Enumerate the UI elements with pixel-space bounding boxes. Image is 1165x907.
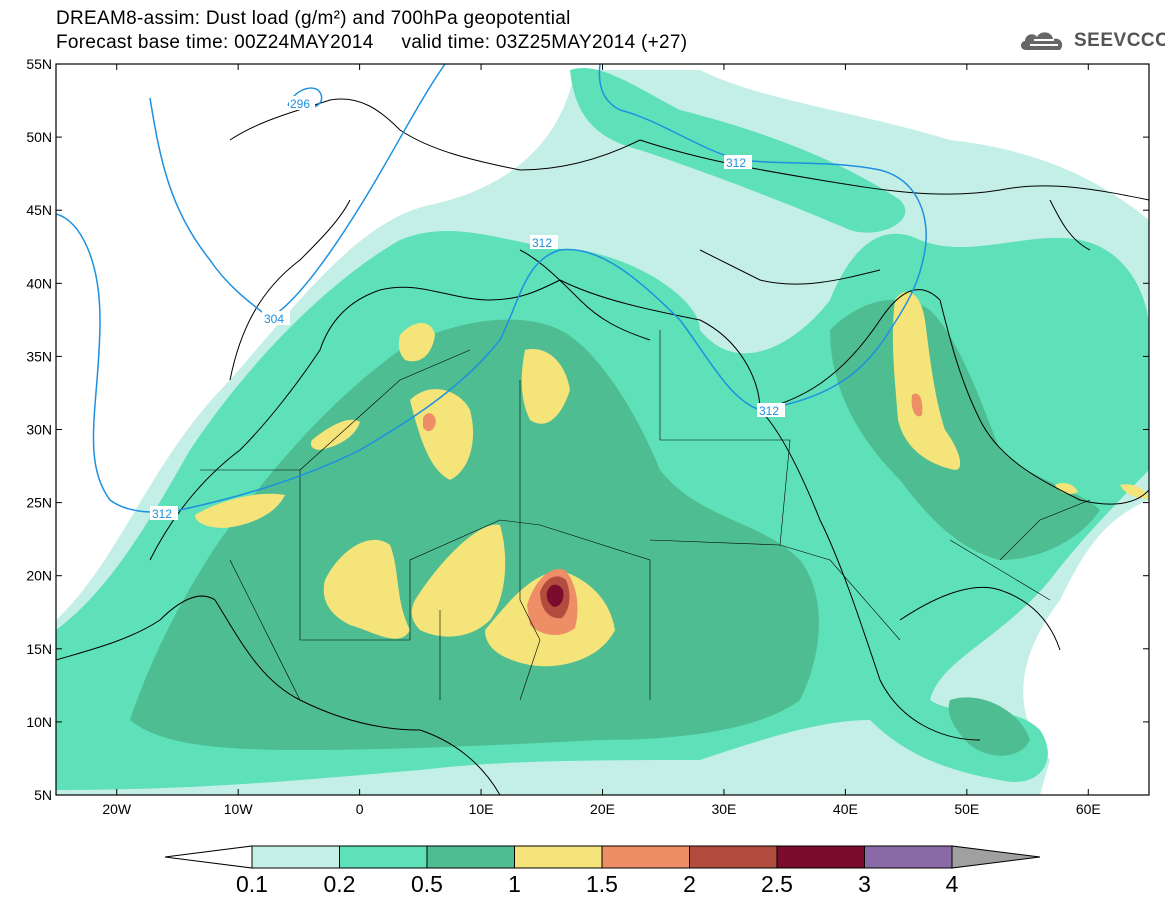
contour-label-312-ukraine: 312 — [726, 156, 746, 170]
colorbar-tick-label: 0.1 — [236, 871, 268, 897]
dust-level-1-5-c — [911, 393, 923, 417]
colorbar-swatch — [514, 845, 603, 869]
colorbar-tick-label: 0.5 — [411, 871, 443, 897]
dust-level-1-f — [398, 322, 435, 362]
country-borders — [200, 330, 1091, 701]
lon-label: 50E — [954, 801, 979, 817]
lat-label: 20N — [26, 568, 52, 584]
colorbar-swatch — [689, 845, 778, 869]
lat-label: 15N — [26, 641, 52, 657]
lon-label: 20W — [102, 801, 132, 817]
title-line-1: DREAM8-assim: Dust load (g/m²) and 700hP… — [56, 8, 571, 29]
contour-label-312-italy: 312 — [532, 236, 552, 250]
seevccc-logo: SEEVCCC — [1018, 26, 1165, 56]
dust-level-1-gulf — [1055, 482, 1078, 494]
lon-label: 30E — [711, 801, 736, 817]
lat-label: 10N — [26, 714, 52, 730]
lat-label: 30N — [26, 422, 52, 438]
lon-label: 10E — [469, 801, 494, 817]
dust-level-1-east — [1120, 484, 1149, 499]
colorbar-tick-label: 1 — [508, 871, 521, 897]
dust-level-1-d — [410, 389, 474, 480]
colorbar-lower-arrow — [164, 845, 253, 869]
lon-label: 0 — [356, 801, 364, 817]
logo-text: SEEVCCC — [1074, 30, 1165, 51]
colorbar-swatch — [339, 845, 428, 869]
lat-label: 5N — [34, 787, 52, 803]
title-line-2: Forecast base time: 00Z24MAY2014 valid t… — [56, 32, 688, 53]
colorbar: 0.1 0.2 0.5 1 1.5 2 2.5 3 4 — [164, 845, 1041, 897]
dust-level-0-2-north — [570, 68, 906, 233]
dust-level-0-5-horn — [948, 697, 1030, 756]
dust-fields — [56, 68, 1149, 795]
dust-level-1-a — [323, 539, 410, 639]
contour-label-312-west: 312 — [152, 507, 172, 521]
cloud-icon — [1020, 32, 1063, 50]
colorbar-swatch — [601, 845, 690, 869]
lat-label: 50N — [26, 129, 52, 145]
colorbar-tick-label: 2.5 — [761, 871, 793, 897]
lon-label: 20E — [590, 801, 615, 817]
lat-label: 35N — [26, 348, 52, 364]
contour-label-312-levant: 312 — [759, 404, 779, 418]
colorbar-tick-label: 3 — [858, 871, 871, 897]
colorbar-swatch — [251, 845, 340, 869]
axis-ticks — [56, 63, 1149, 796]
colorbar-swatch — [776, 845, 865, 869]
colorbar-tick-label: 1.5 — [586, 871, 618, 897]
dust-level-1-5-b — [423, 413, 436, 432]
dust-level-1-b — [411, 524, 506, 637]
lon-label: 10W — [224, 801, 254, 817]
colorbar-upper-arrow — [951, 845, 1041, 869]
dust-level-2-5 — [546, 584, 564, 607]
contour-label-304: 304 — [264, 312, 284, 326]
colorbar-tick-label: 0.2 — [324, 871, 356, 897]
colorbar-swatch — [426, 845, 515, 869]
colorbar-tick-label: 2 — [683, 871, 696, 897]
contour-label-296: 296 — [290, 97, 310, 111]
lat-label: 55N — [26, 56, 52, 72]
lat-label: 25N — [26, 495, 52, 511]
dust-level-1-e — [521, 349, 570, 424]
lat-label: 45N — [26, 202, 52, 218]
dust-level-1-iraq — [892, 291, 961, 470]
lon-label: 60E — [1076, 801, 1101, 817]
lat-label: 40N — [26, 275, 52, 291]
colorbar-swatch — [864, 845, 953, 869]
dust-level-1-g — [195, 493, 285, 528]
axis-labels: 20W 10W 0 10E 20E 30E 40E 50E 60E 55N 50N 45N 40N 35N… — [26, 56, 1100, 817]
colorbar-tick-label: 4 — [946, 871, 959, 897]
contour-labels: 296 304 312 312 312 312 — [150, 96, 785, 521]
lon-label: 40E — [833, 801, 858, 817]
